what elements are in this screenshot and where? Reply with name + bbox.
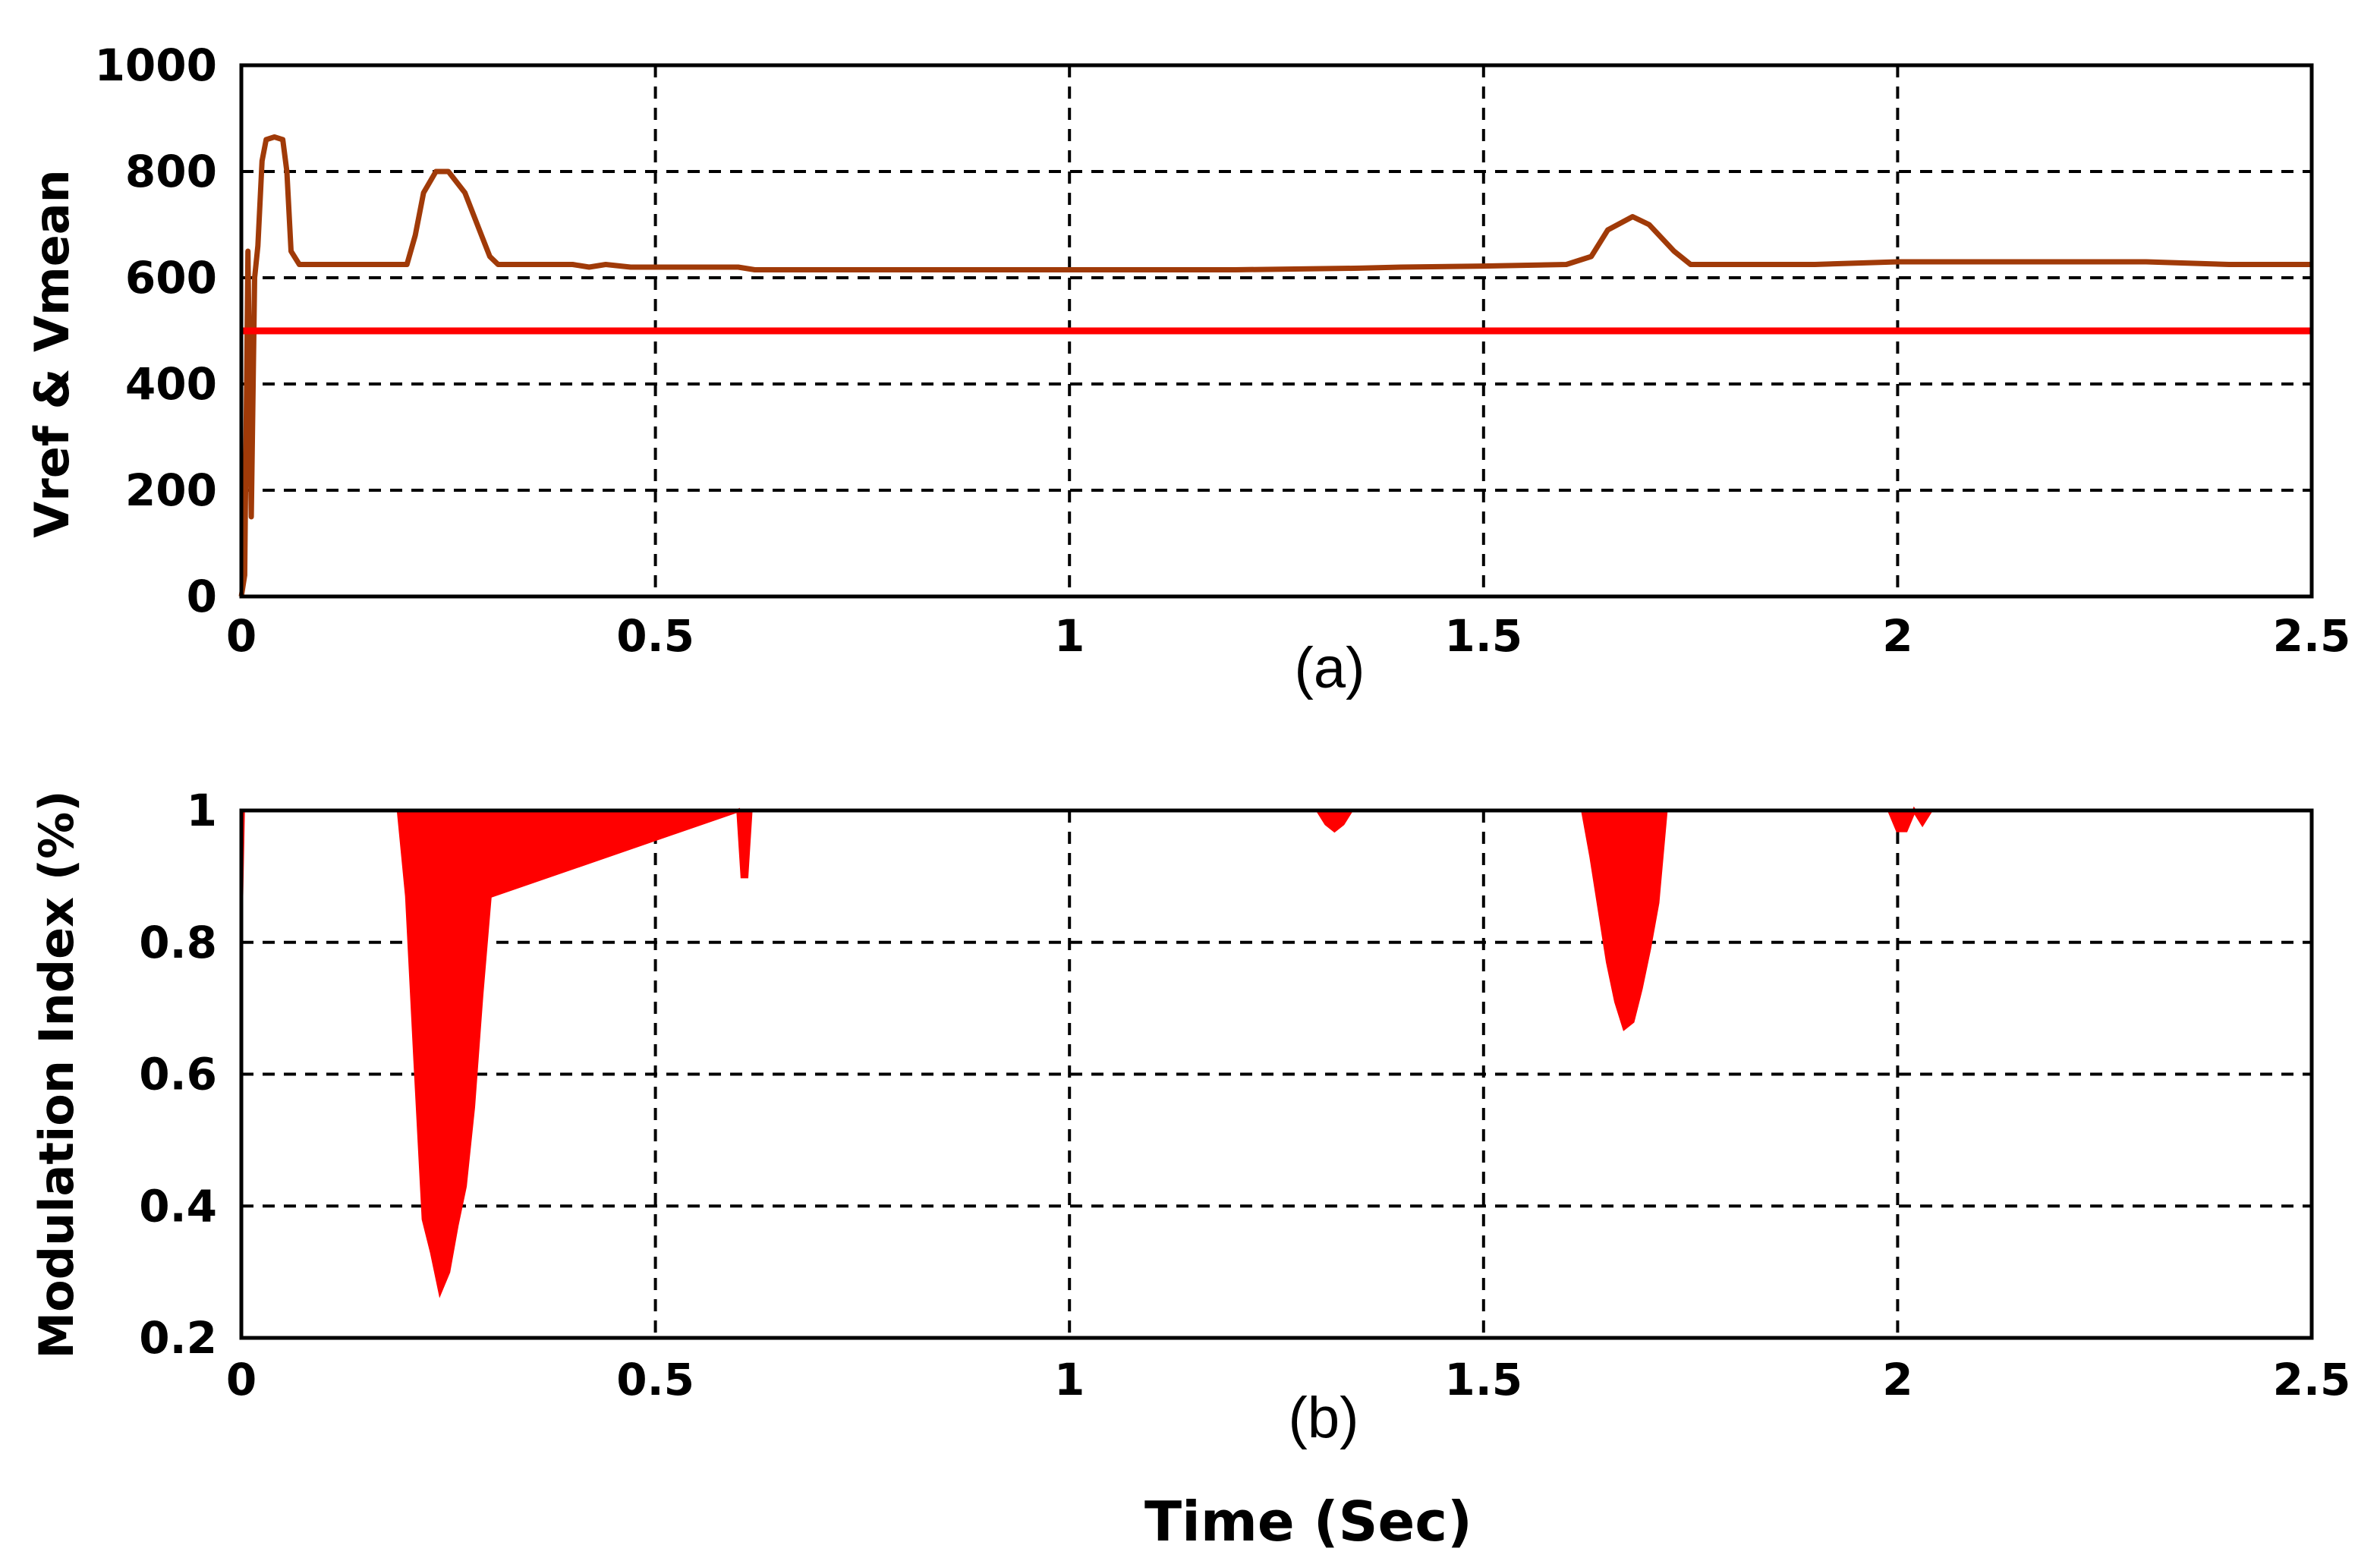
- panel-a-series-0: [238, 134, 2312, 597]
- panel-a-x-ticks: 0 0.5 1 1.5 2 2.5: [226, 610, 2351, 662]
- panel-a-x-tick-2: 1: [1054, 610, 1085, 662]
- panel-b-y-tick-4: 1: [187, 785, 217, 836]
- panel-b-x-ticks: 0 0.5 1 1.5 2 2.5: [226, 1354, 2351, 1405]
- panel-b-grid: [241, 810, 2312, 1338]
- panel-a-x-tick-0: 0: [226, 610, 257, 662]
- panel-b-x-tick-0: 0: [226, 1354, 257, 1405]
- panel-a-y-tick-2: 400: [125, 358, 217, 410]
- panel-b-x-tick-2: 1: [1054, 1354, 1085, 1405]
- panel-a-y-tick-5: 1000: [95, 39, 217, 91]
- panel-b-x-tick-3: 1.5: [1444, 1354, 1522, 1405]
- panel-a-y-ticks: 0 200 400 600 800 1000: [95, 39, 217, 622]
- panel-b-x-tick-5: 2.5: [2273, 1354, 2351, 1405]
- panel-b-y-tick-0: 0.2: [139, 1312, 217, 1364]
- panel-a-x-tick-5: 2.5: [2273, 610, 2351, 662]
- panel-b-y-tick-2: 0.6: [139, 1049, 217, 1100]
- panel-a-x-tick-3: 1.5: [1444, 610, 1522, 662]
- panel-b-line-0: [239, 806, 2312, 1298]
- panel-a-y-tick-4: 800: [125, 146, 217, 197]
- x-axis-label: Time (Sec): [1144, 1490, 1472, 1553]
- panel-b-label: (b): [1289, 1386, 1359, 1450]
- panel-a-y-tick-1: 200: [125, 464, 217, 516]
- panel-a-ylabel: Vref & Vmean: [24, 169, 80, 537]
- panel-a-x-tick-4: 2: [1882, 610, 1912, 662]
- panel-b-frame: [239, 808, 2314, 1340]
- panel-a-series: [238, 134, 2312, 597]
- panel-b-x-tick-4: 2: [1882, 1354, 1912, 1405]
- panel-b-series: [239, 806, 2312, 1298]
- panel-a-label: (a): [1295, 636, 1365, 700]
- panel-b-y-tick-3: 0.8: [139, 917, 217, 968]
- panel-b-y-tick-1: 0.4: [139, 1180, 217, 1232]
- panel-a-frame: [239, 63, 2314, 599]
- panel-b: 0 0.5 1 1.5 2 2.5 0.2 0.4 0.6 0.8 1 Modulation In…: [29, 785, 2350, 1553]
- panel-a-y-tick-0: 0: [187, 571, 217, 622]
- panel-a: 0 0.5 1 1.5 2 2.5 0 200 400 600 800 1000 Vref & Vm…: [24, 39, 2350, 700]
- panel-b-area-0: [241, 810, 2312, 1292]
- panel-a-x-tick-1: 0.5: [616, 610, 694, 662]
- panel-b-x-tick-1: 0.5: [616, 1354, 694, 1405]
- panel-b-y-ticks: 0.2 0.4 0.6 0.8 1: [139, 785, 217, 1364]
- panel-b-ylabel: Modulation Index (%): [29, 790, 84, 1358]
- panel-a-y-tick-3: 600: [125, 252, 217, 304]
